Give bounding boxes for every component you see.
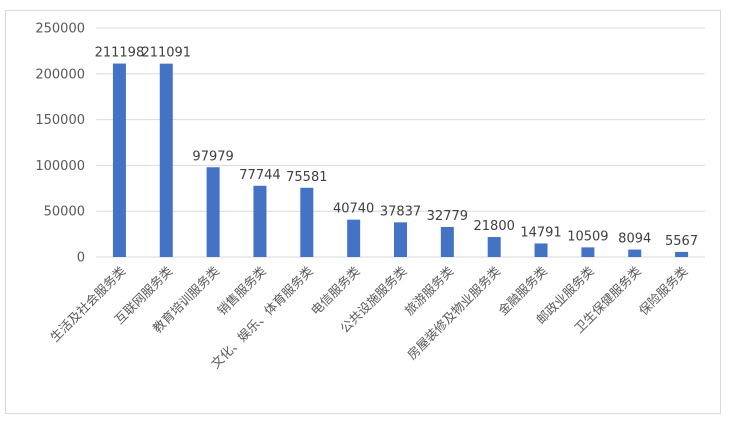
bar bbox=[534, 243, 548, 257]
data-label: 97979 bbox=[192, 149, 233, 164]
y-tick-label: 250000 bbox=[35, 22, 85, 37]
y-tick-label: 200000 bbox=[35, 67, 85, 82]
y-tick-label: 150000 bbox=[35, 113, 85, 128]
data-label: 37837 bbox=[380, 204, 421, 219]
bar bbox=[487, 237, 501, 257]
y-axis-tick-labels: 0 50000 100000 150000 200000 250000 bbox=[35, 22, 85, 266]
data-label: 8094 bbox=[618, 232, 651, 247]
x-category-label: 房屋装修及物业服务类 bbox=[404, 263, 503, 362]
bars bbox=[112, 63, 689, 258]
y-tick-label: 50000 bbox=[44, 205, 85, 220]
bar bbox=[628, 249, 642, 257]
data-label: 211091 bbox=[141, 46, 191, 61]
bar bbox=[394, 222, 407, 257]
x-category-label: 生活及社会服务类 bbox=[47, 263, 129, 345]
data-label: 14791 bbox=[520, 225, 561, 240]
bar bbox=[347, 219, 361, 257]
bar bbox=[440, 226, 454, 257]
bar bbox=[206, 167, 220, 257]
data-label: 75581 bbox=[286, 170, 327, 185]
data-label: 21800 bbox=[474, 219, 515, 234]
data-label: 32779 bbox=[427, 209, 468, 224]
bar bbox=[581, 247, 595, 257]
y-tick-label: 0 bbox=[77, 251, 85, 266]
data-label: 10509 bbox=[567, 229, 608, 244]
bar bbox=[675, 251, 689, 257]
bar bbox=[112, 63, 126, 257]
data-label: 211198 bbox=[95, 46, 145, 61]
bar bbox=[300, 187, 314, 257]
bar bbox=[253, 185, 267, 257]
data-label: 40740 bbox=[333, 202, 374, 217]
gridlines bbox=[96, 27, 705, 258]
data-label: 77744 bbox=[239, 168, 280, 183]
x-axis-category-labels: 生活及社会服务类互联网服务类教育培训服务类销售服务类文化、娱乐、体育服务类电信服… bbox=[47, 263, 691, 371]
bar bbox=[159, 63, 173, 258]
x-category-label: 保险服务类 bbox=[636, 263, 691, 318]
y-tick-label: 100000 bbox=[35, 159, 85, 174]
data-label: 5567 bbox=[665, 234, 698, 249]
